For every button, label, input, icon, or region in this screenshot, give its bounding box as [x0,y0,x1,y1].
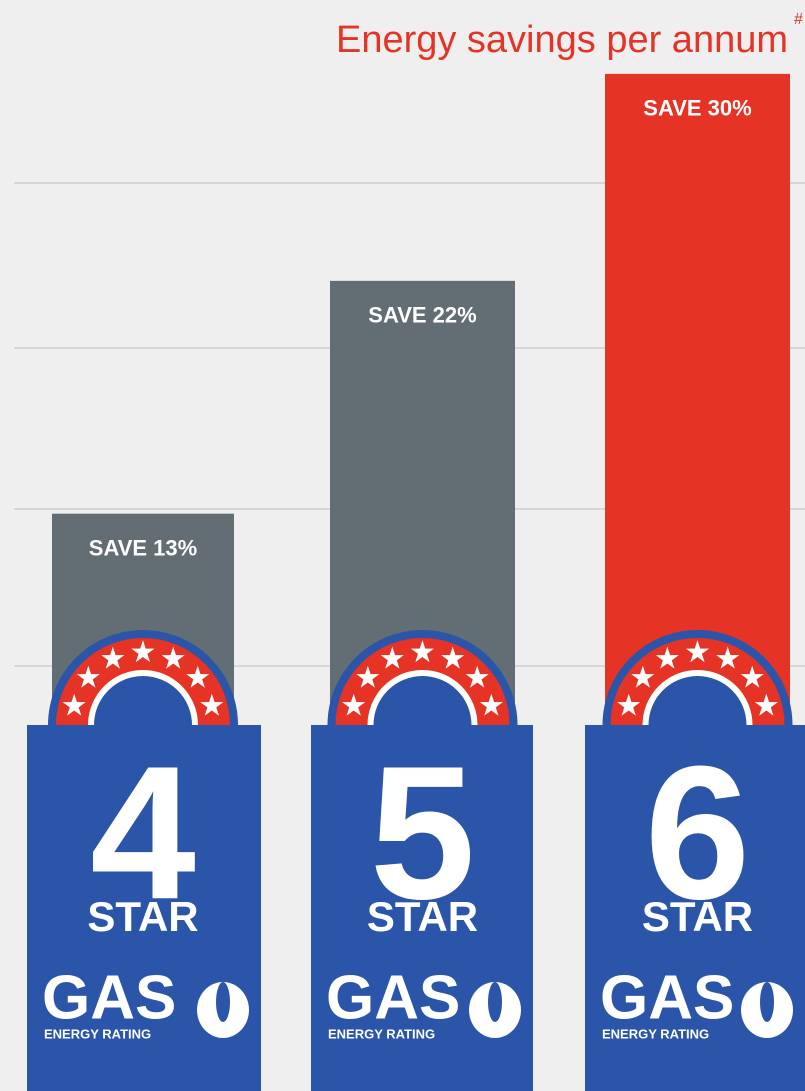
title-mark: # [794,11,803,28]
chart: Energy savings per annum # SAVE 13% SAVE … [0,0,805,1091]
dial-star: ★ [714,643,741,676]
star-word: STAR [642,893,753,940]
rating-word: ENERGY RATING [328,1026,435,1041]
dial-star: ★ [354,662,381,695]
flame-icon [488,982,502,1022]
value-label: SAVE 22% [368,303,476,328]
dial-star: ★ [654,643,681,676]
value-label: SAVE 30% [643,96,751,121]
dial-star: ★ [160,643,187,676]
flame-icon [760,982,774,1022]
dial-star: ★ [478,689,505,722]
rating-word: ENERGY RATING [602,1026,709,1041]
dial-star: ★ [379,643,406,676]
dial-star: ★ [75,662,102,695]
dial-star: ★ [439,643,466,676]
gas-word: GAS [600,963,734,1032]
rating-word: ENERGY RATING [44,1026,151,1041]
dial-star: ★ [684,636,711,669]
dial-star: ★ [409,636,436,669]
dial-star: ★ [629,662,656,695]
flame-icon [216,982,230,1022]
gas-word: GAS [42,963,176,1032]
dial-star: ★ [198,689,225,722]
star-word: STAR [367,893,478,940]
value-label: SAVE 13% [89,536,197,561]
dial-star: ★ [753,689,780,722]
dial-star: ★ [99,643,126,676]
gas-word: GAS [326,963,460,1032]
chart-title: Energy savings per annum [336,19,788,61]
star-word: STAR [87,893,198,940]
dial-star: ★ [130,636,157,669]
